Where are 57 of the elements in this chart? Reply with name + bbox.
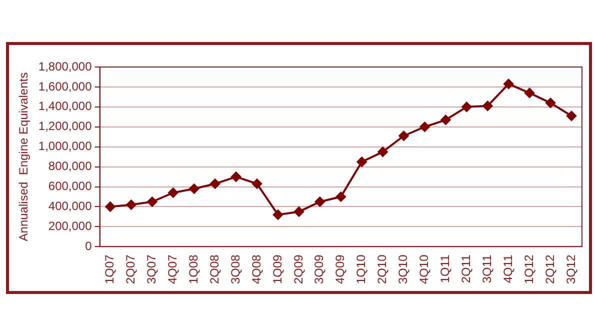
x-tick-label: 1Q10 — [354, 254, 368, 284]
x-tick-label: 2Q08 — [207, 254, 222, 284]
y-tick-label: 1,600,000 — [38, 79, 92, 94]
point — [482, 100, 493, 111]
point — [105, 202, 116, 212]
x-tick-label: 3Q09 — [312, 254, 326, 284]
point — [378, 146, 388, 157]
y-tick-label: 1,000,000 — [38, 139, 92, 154]
x-tick-label: 4Q09 — [333, 254, 348, 284]
x-tick-label: 2Q07 — [124, 254, 138, 284]
point — [210, 178, 220, 189]
point — [462, 102, 472, 112]
point — [420, 122, 430, 132]
y-tick-label: 800,000 — [48, 159, 92, 174]
point — [314, 196, 325, 207]
x-tick-label: 1Q11 — [438, 254, 452, 284]
x-tick-label: 2Q11 — [458, 254, 473, 284]
point — [272, 210, 283, 220]
x-tick-label: 3Q08 — [228, 254, 242, 284]
x-tick-label: 4Q08 — [249, 254, 264, 284]
y-tick-label: 400,000 — [48, 199, 92, 214]
point — [294, 206, 304, 217]
y-tick-label: 200,000 — [48, 218, 92, 233]
point — [336, 192, 346, 202]
x-tick-label: 1Q08 — [186, 254, 200, 284]
x-tick-label: 3Q12 — [564, 254, 578, 284]
x-tick-label: 2Q12 — [542, 254, 557, 284]
x-tick-label: 2Q09 — [291, 254, 306, 284]
point — [398, 130, 409, 141]
x-tick-label: 1Q12 — [522, 254, 536, 284]
y-axis-title: Annualised Engine Equivalents — [16, 72, 31, 242]
x-tick-label: 4Q07 — [165, 254, 180, 284]
y-tick-label: 1,800,000 — [38, 59, 92, 74]
point — [440, 114, 451, 125]
x-tick-label: 2Q10 — [375, 254, 390, 284]
x-tick-label: 1Q07 — [102, 254, 117, 284]
point — [524, 88, 535, 98]
y-tick-label: 1,200,000 — [38, 119, 92, 134]
point — [356, 156, 367, 167]
point — [252, 178, 262, 189]
point — [546, 98, 556, 108]
x-tick-label: 4Q11 — [500, 254, 515, 284]
x-tick-label: 3Q07 — [144, 254, 159, 284]
x-tick-label: 4Q10 — [417, 254, 432, 284]
x-tick-label: 3Q11 — [480, 254, 494, 284]
point — [147, 196, 158, 207]
point — [189, 184, 200, 194]
point — [566, 110, 576, 121]
x-tick-label: 1Q09 — [270, 254, 284, 284]
y-tick-label: 1,400,000 — [38, 99, 92, 114]
point — [231, 172, 242, 182]
point — [504, 78, 514, 89]
point — [126, 200, 136, 210]
y-tick-label: 0 — [85, 238, 92, 253]
point — [168, 188, 178, 198]
y-tick-label: 600,000 — [48, 179, 92, 194]
x-tick-label: 3Q10 — [396, 254, 410, 284]
